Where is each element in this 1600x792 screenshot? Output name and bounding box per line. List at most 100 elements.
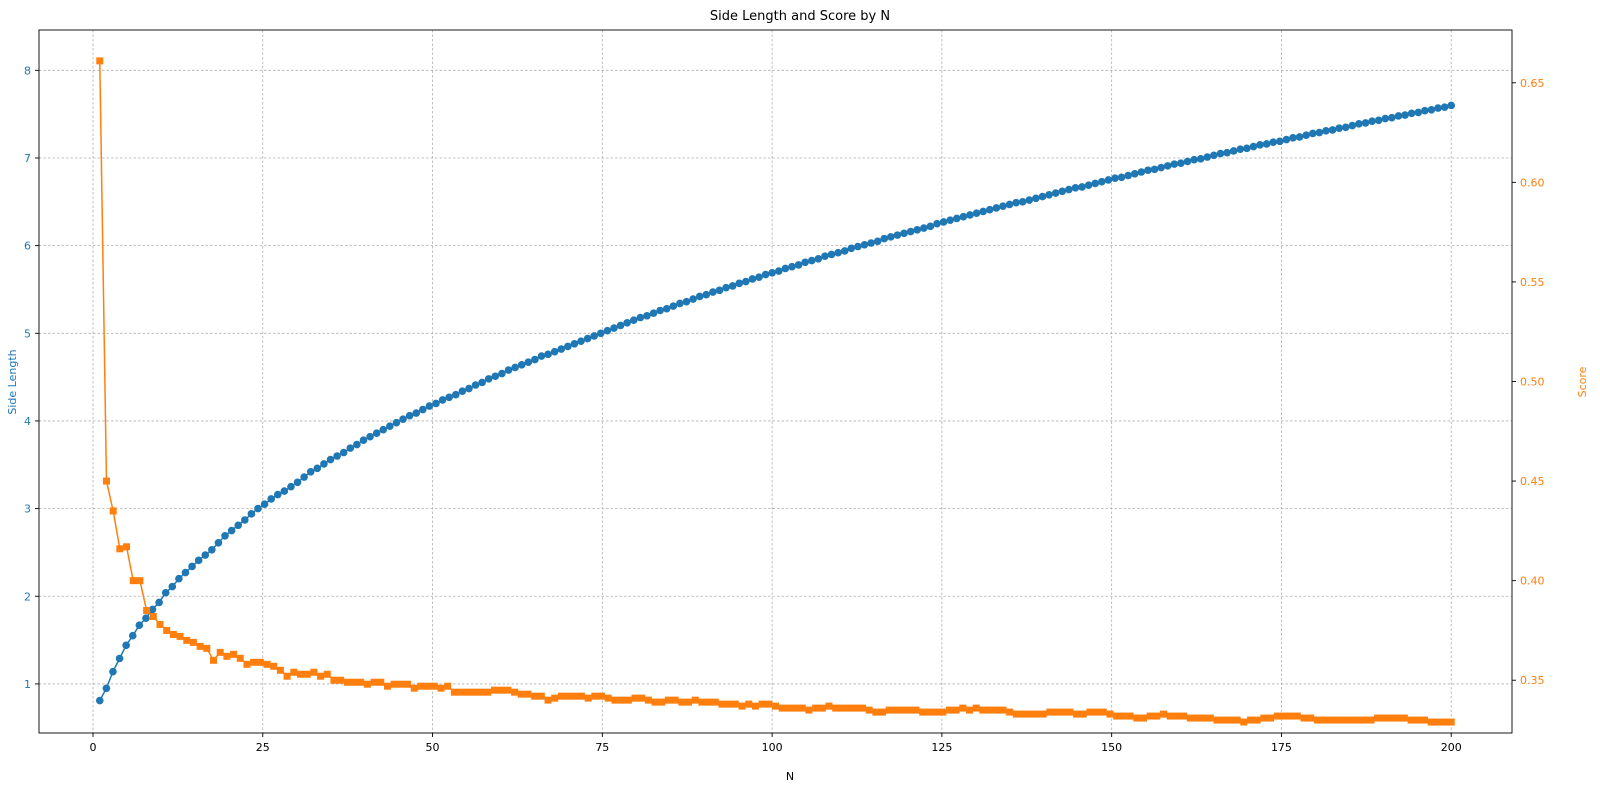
data-point-circle — [1163, 162, 1172, 170]
data-point-circle — [306, 467, 315, 476]
data-point-square — [624, 696, 632, 704]
data-point-square — [283, 672, 291, 680]
data-point-circle — [1117, 173, 1126, 182]
data-point-circle — [1315, 128, 1324, 137]
data-point-square — [1400, 714, 1408, 722]
data-point-square — [952, 706, 960, 714]
data-point-square — [899, 706, 907, 714]
data-point-square — [250, 658, 258, 666]
data-point-circle — [451, 390, 460, 399]
x-tick-label: 0 — [89, 741, 96, 754]
data-point-circle — [359, 436, 368, 445]
data-point-square — [1447, 718, 1455, 726]
data-point-square — [1086, 708, 1094, 716]
data-point-circle — [1216, 149, 1225, 158]
data-point-circle — [1289, 134, 1297, 142]
left-tick-label: 1 — [24, 678, 31, 691]
data-point-square — [1099, 708, 1107, 716]
data-point-circle — [175, 574, 183, 583]
data-point-square — [564, 692, 572, 700]
data-point-square — [531, 692, 539, 700]
data-point-circle — [1414, 108, 1423, 117]
data-point-square — [303, 670, 311, 678]
data-point-circle — [801, 258, 809, 267]
data-point-square — [1333, 716, 1341, 724]
data-point-circle — [168, 582, 177, 591]
data-point-circle — [366, 432, 374, 441]
data-point-circle — [300, 473, 308, 481]
data-point-circle — [669, 302, 678, 310]
data-point-circle — [742, 277, 750, 286]
data-point-circle — [95, 696, 104, 705]
data-point-square — [1380, 714, 1388, 722]
data-point-square — [210, 656, 218, 664]
data-point-square — [792, 704, 800, 712]
data-point-square — [651, 698, 659, 706]
data-point-square — [196, 642, 204, 650]
data-point-square — [591, 692, 599, 700]
data-point-square — [1026, 710, 1034, 718]
data-point-circle — [1144, 166, 1152, 175]
data-point-circle — [814, 254, 823, 263]
data-point-square — [544, 696, 552, 704]
data-point-circle — [636, 313, 645, 322]
data-point-circle — [616, 321, 625, 330]
data-point-circle — [807, 256, 816, 265]
data-point-circle — [438, 396, 447, 404]
data-point-circle — [313, 464, 322, 473]
data-point-circle — [353, 440, 361, 449]
data-point-square — [604, 694, 612, 702]
data-point-square — [718, 700, 726, 708]
right-tick-label: 0.35 — [1520, 674, 1545, 687]
data-point-square — [845, 704, 853, 712]
data-point-square — [1233, 716, 1241, 724]
data-point-circle — [517, 361, 526, 369]
data-point-circle — [1196, 155, 1205, 163]
data-point-circle — [1322, 127, 1330, 135]
data-point-circle — [445, 393, 453, 402]
data-point-circle — [465, 384, 473, 393]
data-point-square — [330, 676, 338, 684]
series-left-axis — [95, 101, 1456, 705]
data-point-square — [644, 696, 652, 704]
data-point-square — [966, 706, 974, 714]
data-point-circle — [926, 222, 935, 231]
data-point-square — [1394, 714, 1402, 722]
data-point-square — [263, 660, 271, 668]
right-tick-label: 0.50 — [1520, 376, 1545, 389]
data-point-square — [1153, 712, 1161, 720]
data-point-circle — [1269, 138, 1278, 146]
data-point-circle — [827, 250, 836, 259]
data-point-square — [1253, 716, 1261, 724]
data-point-circle — [1308, 129, 1317, 138]
data-point-square — [1387, 714, 1395, 722]
data-point-circle — [194, 556, 203, 565]
data-point-square — [1347, 716, 1355, 724]
data-point-circle — [399, 415, 407, 423]
data-point-circle — [1421, 106, 1429, 115]
data-point-circle — [1018, 198, 1027, 206]
left-axis-ticks: 1 2 3 4 5 6 7 8 — [24, 64, 39, 691]
data-point-circle — [979, 207, 987, 216]
series-layer — [95, 57, 1456, 726]
data-point-square — [711, 698, 719, 706]
data-point-square — [223, 652, 231, 660]
data-point-circle — [900, 229, 908, 238]
data-point-circle — [1210, 151, 1218, 160]
data-point-square — [189, 638, 197, 646]
data-point-square — [557, 692, 565, 700]
data-point-circle — [583, 334, 592, 343]
data-point-circle — [511, 363, 519, 372]
data-point-square — [1032, 710, 1040, 718]
data-point-circle — [241, 516, 249, 524]
data-point-square — [437, 684, 445, 692]
data-point-square — [270, 662, 278, 670]
data-point-circle — [1084, 181, 1093, 189]
data-point-square — [879, 708, 887, 716]
data-point-square — [317, 672, 325, 680]
data-point-circle — [702, 290, 711, 299]
data-point-square — [1166, 712, 1174, 720]
data-point-square — [986, 706, 994, 714]
data-point-square — [1220, 716, 1228, 724]
